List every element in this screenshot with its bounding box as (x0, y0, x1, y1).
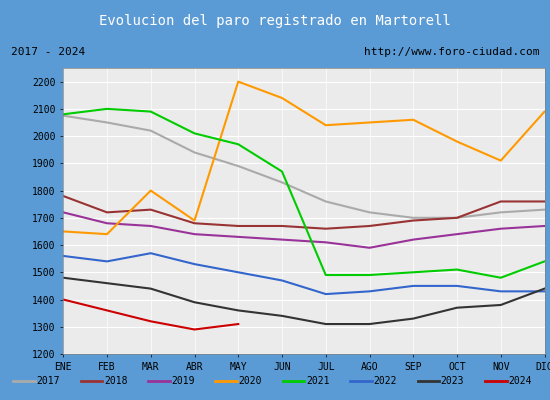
Text: 2017 - 2024: 2017 - 2024 (11, 47, 85, 57)
Text: 2023: 2023 (441, 376, 464, 386)
Text: 2017: 2017 (36, 376, 60, 386)
Text: 2018: 2018 (104, 376, 128, 386)
Text: 2024: 2024 (508, 376, 532, 386)
Text: 2020: 2020 (239, 376, 262, 386)
Text: 2021: 2021 (306, 376, 329, 386)
Text: http://www.foro-ciudad.com: http://www.foro-ciudad.com (364, 47, 539, 57)
Text: 2019: 2019 (171, 376, 195, 386)
Text: Evolucion del paro registrado en Martorell: Evolucion del paro registrado en Martore… (99, 14, 451, 28)
Text: 2022: 2022 (373, 376, 397, 386)
